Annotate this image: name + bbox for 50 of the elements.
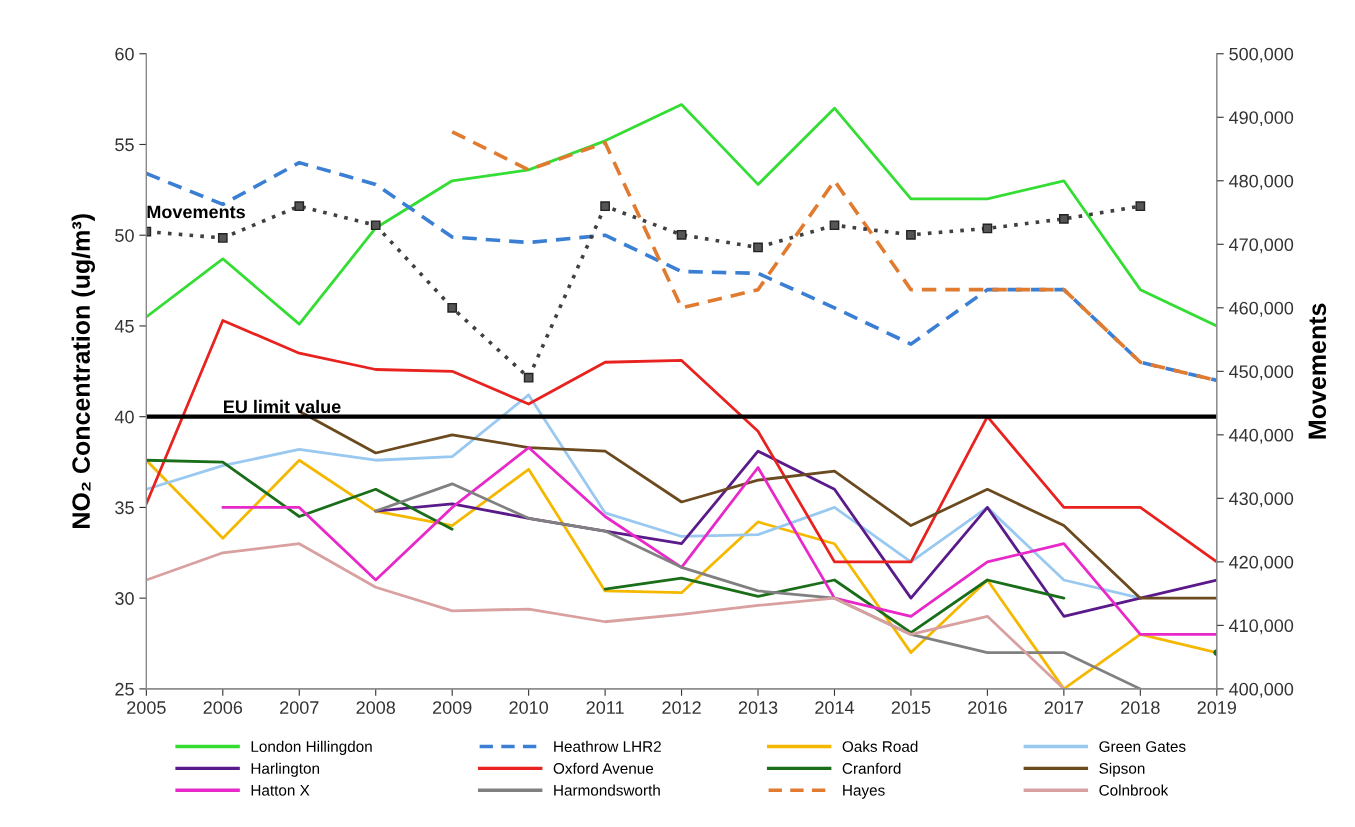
x-tick-label: 2009 (433, 701, 472, 714)
y-tick-label: 35 (115, 501, 134, 515)
y2-tick-label: 440,000 (1229, 428, 1294, 444)
y-tick-label: 25 (115, 682, 134, 696)
y-tick-label: 60 (115, 47, 134, 61)
legend-label: Harlington (251, 762, 320, 777)
legend-label: Heathrow LHR2 (554, 740, 661, 752)
x-tick-label: 2019 (1197, 701, 1237, 714)
y2-tick-label: 430,000 (1229, 492, 1294, 508)
y2-tick-label: 470,000 (1229, 238, 1294, 254)
legend-label: Colnbrook (1099, 784, 1169, 796)
x-tick-label: 2017 (1044, 701, 1084, 714)
x-tick-label: 2008 (356, 701, 396, 714)
y-tick-label: 30 (115, 592, 134, 605)
x-tick-label: 2015 (891, 701, 931, 714)
x-tick-label: 2014 (815, 701, 855, 714)
y-axis-title: NO₂ Concentration (ug/m³) (71, 214, 96, 528)
legend-label: Green Gates (1099, 741, 1186, 752)
y2-tick-label: 420,000 (1229, 555, 1294, 571)
y2-tick-label: 460,000 (1229, 301, 1294, 317)
x-tick-label: 2011 (586, 701, 624, 714)
y-tick-label: 50 (115, 229, 134, 242)
y2-tick-label: 500,000 (1229, 47, 1294, 63)
legend-label: Hayes (843, 785, 885, 799)
legend-label: Harmondsworth (554, 784, 660, 796)
y2-axis-title: Movements (1308, 303, 1327, 439)
y2-tick-label: 490,000 (1229, 111, 1294, 127)
y2-tick-label: 450,000 (1229, 365, 1294, 381)
ref-line-label: EU limit value (224, 399, 341, 414)
x-tick-label: 2012 (662, 701, 701, 714)
x-tick-label: 2007 (280, 701, 319, 714)
legend-label: Hatton X (251, 785, 310, 796)
y-tick-label: 40 (114, 410, 134, 424)
x-tick-label: 2010 (509, 701, 549, 714)
x-tick-label: 2016 (968, 701, 1007, 714)
series-label: Movements (147, 205, 245, 219)
y2-tick-label: 410,000 (1229, 619, 1294, 635)
legend-label: Oaks Road (842, 740, 918, 752)
y2-tick-label: 480,000 (1229, 174, 1294, 190)
y2-tick-label: 400,000 (1229, 682, 1294, 698)
x-tick-label: 2006 (203, 701, 243, 714)
legend-label: Oxford Avenue (553, 762, 654, 774)
x-tick-label: 2018 (1121, 701, 1160, 714)
x-tick-label: 2013 (738, 701, 778, 714)
legend-label: London Hillingdon (251, 740, 372, 755)
legend-label: Sipson (1099, 762, 1145, 777)
legend-label: Cranford (842, 762, 901, 774)
y-tick-label: 45 (114, 320, 134, 333)
y-tick-label: 55 (115, 138, 134, 152)
x-tick-label: 2005 (127, 701, 166, 714)
